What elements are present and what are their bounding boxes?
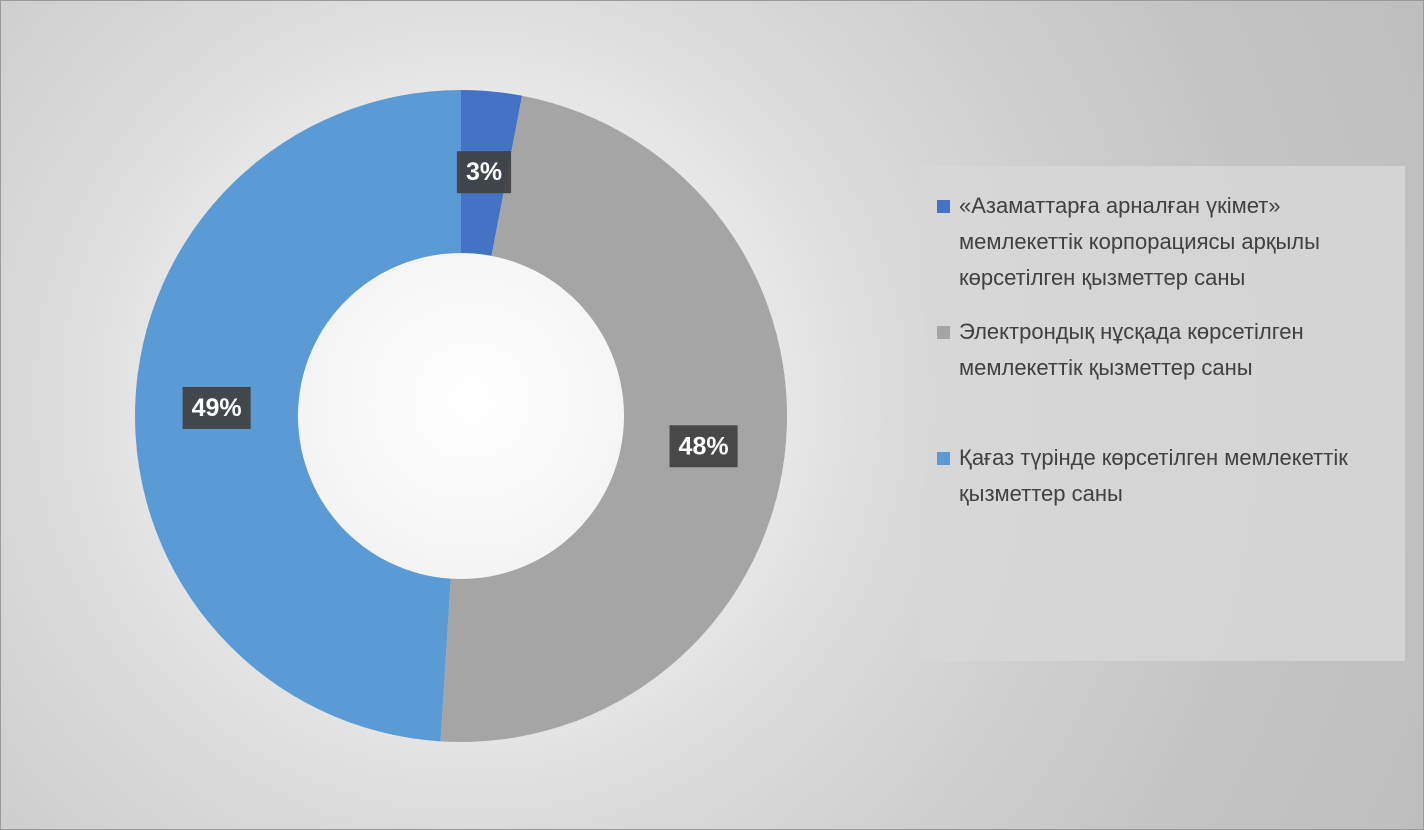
data-label-box	[182, 386, 251, 429]
legend-item: Қағаз түрінде көрсетілген мемлекеттік қы…	[937, 440, 1391, 512]
legend-marker	[937, 452, 950, 465]
legend-marker	[937, 326, 950, 339]
donut-slice	[135, 90, 462, 742]
legend-label: «Азаматтарға арналған үкімет» мемлекетті…	[959, 193, 1320, 290]
legend: «Азаматтарға арналған үкімет» мемлекетті…	[921, 166, 1405, 661]
data-label-box	[456, 151, 512, 194]
legend-item: Электрондық нұсқада көрсетілген мемлекет…	[937, 314, 1391, 386]
data-label: 49%	[192, 394, 242, 422]
legend-item: «Азаматтарға арналған үкімет» мемлекетті…	[937, 188, 1391, 296]
data-label: 48%	[679, 432, 729, 460]
data-label-group: 48%	[669, 425, 738, 468]
data-label: 3%	[466, 158, 502, 186]
data-label-group: 49%	[182, 386, 251, 429]
legend-label: Электрондық нұсқада көрсетілген мемлекет…	[959, 319, 1304, 380]
data-label-box	[669, 425, 738, 468]
legend-label: Қағаз түрінде көрсетілген мемлекеттік қы…	[959, 445, 1348, 506]
data-label-group: 3%	[456, 151, 512, 194]
legend-marker	[937, 200, 950, 213]
donut-slice	[440, 95, 788, 742]
